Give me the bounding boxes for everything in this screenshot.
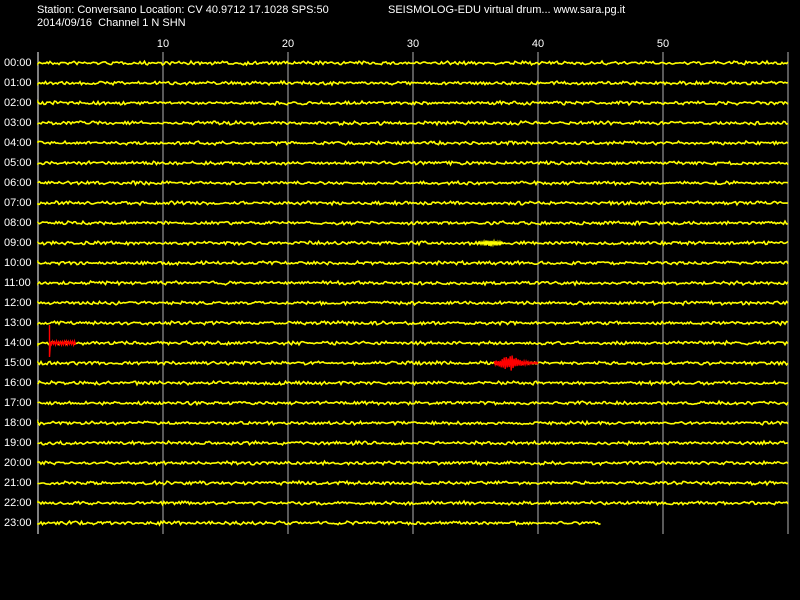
trace-0300 [37,119,789,127]
trace-1500 [37,359,789,367]
trace-0700 [37,199,789,207]
hour-label: 19:00 [4,437,32,449]
station-info: Station: Conversano Location: CV 40.9712… [37,4,329,16]
hour-label: 01:00 [4,77,32,89]
app-brand: SEISMOLOG-EDU virtual drum... www.sara.p… [388,4,626,16]
hour-label: 13:00 [4,317,32,329]
minute-tick-label: 40 [531,38,545,50]
hour-label: 22:00 [4,497,32,509]
seismic-event [477,238,504,248]
hour-label: 03:00 [4,117,32,129]
hour-label: 06:00 [4,177,32,189]
trace-2100 [37,479,789,487]
hour-label: 18:00 [4,417,32,429]
hour-label: 09:00 [4,237,32,249]
hour-label: 14:00 [4,337,32,349]
trace-2200 [37,499,789,507]
hour-label: 05:00 [4,157,32,169]
trace-0800 [37,219,789,227]
hour-label: 11:00 [4,277,31,289]
hour-label: 20:00 [4,457,32,469]
minute-tick-label: 20 [281,38,295,50]
trace-0000 [37,59,789,67]
trace-1700 [37,399,789,407]
hour-label: 12:00 [4,297,32,309]
hour-label: 08:00 [4,217,32,229]
hour-label: 21:00 [4,477,32,489]
hour-label: 15:00 [4,357,32,369]
trace-0400 [37,139,789,147]
trace-1400 [37,339,789,347]
trace-0200 [37,99,789,107]
trace-1300 [37,319,789,327]
hour-label: 02:00 [4,97,32,109]
trace-1100 [37,279,789,287]
hour-label: 04:00 [4,137,32,149]
trace-0600 [37,179,789,187]
trace-0900 [37,239,789,247]
minute-tick-label: 10 [156,38,170,50]
trace-2300 [37,519,601,527]
date-channel-info: 2014/09/16 Channel 1 N SHN [37,17,186,29]
trace-0500 [37,159,789,167]
trace-1000 [37,259,789,267]
hour-label: 07:00 [4,197,32,209]
hour-label: 23:00 [4,517,32,529]
minute-tick-label: 50 [656,38,670,50]
minute-tick-label: 30 [406,38,420,50]
trace-1200 [37,299,789,307]
seismic-event [493,355,539,371]
hour-label: 17:00 [4,397,32,409]
trace-1800 [37,419,789,427]
seismic-event [48,325,77,358]
trace-1600 [37,379,789,387]
trace-0100 [37,79,789,87]
hour-label: 16:00 [4,377,32,389]
hour-label: 10:00 [4,257,32,269]
trace-1900 [37,439,788,447]
trace-2000 [37,459,789,467]
hour-label: 00:00 [4,57,32,69]
